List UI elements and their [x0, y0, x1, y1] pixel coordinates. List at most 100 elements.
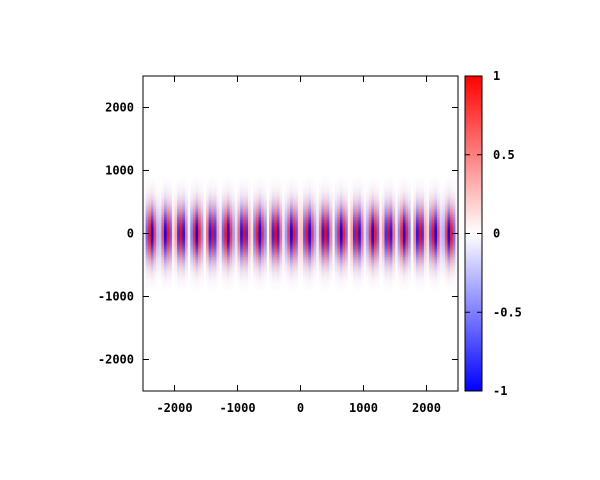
heatmap-cell [392, 239, 396, 243]
heatmap-cell [219, 206, 223, 209]
heatmap-cell [290, 189, 294, 192]
heatmap-cell [242, 206, 246, 209]
heatmap-cell [308, 185, 312, 188]
heatmap-cell [360, 214, 364, 218]
heatmap-cell [292, 191, 296, 194]
heatmap-cell [284, 275, 288, 278]
heatmap-cell [245, 283, 249, 287]
heatmap-cell [347, 223, 351, 226]
heatmap-cell [190, 273, 194, 276]
heatmap-cell [405, 258, 409, 262]
heatmap-cell [368, 262, 372, 266]
heatmap-cell [255, 208, 259, 211]
heatmap-cell [174, 250, 178, 253]
heatmap-cell [279, 254, 283, 257]
heatmap-cell [350, 191, 354, 194]
heatmap-cell [227, 199, 231, 203]
heatmap-cell [166, 265, 170, 268]
heatmap-cell [358, 279, 362, 283]
heatmap-cell [295, 206, 299, 209]
heatmap-cell [347, 218, 351, 222]
heatmap-cell [395, 244, 399, 247]
heatmap-cell [295, 235, 299, 239]
heatmap-cell [213, 260, 217, 264]
heatmap-cell [145, 204, 149, 207]
heatmap-cell [324, 277, 328, 281]
heatmap-cell [371, 208, 375, 211]
heatmap-cell [345, 252, 349, 255]
heatmap-cell [287, 225, 291, 228]
heatmap-cell [324, 229, 328, 232]
heatmap-cell [347, 220, 351, 224]
heatmap-cell [334, 227, 338, 230]
heatmap-cell [290, 197, 294, 201]
heatmap-cell [153, 197, 157, 201]
heatmap-cell [353, 229, 357, 232]
heatmap-cell [179, 239, 183, 243]
heatmap-cell [153, 189, 157, 192]
heatmap-cell [368, 185, 372, 188]
heatmap-cell [200, 269, 204, 272]
heatmap-cell [216, 275, 220, 278]
heatmap-cell [326, 250, 330, 253]
heatmap-cell [402, 176, 406, 180]
heatmap-cell [200, 210, 204, 213]
heatmap-cell [337, 250, 341, 253]
heatmap-cell [282, 212, 286, 215]
heatmap-cell [279, 235, 283, 239]
heatmap-cell [405, 277, 409, 281]
heatmap-cell [376, 199, 380, 203]
heatmap-cell [248, 269, 252, 272]
heatmap-cell [213, 223, 217, 226]
heatmap-cell [282, 210, 286, 213]
heatmap-cell [287, 220, 291, 224]
heatmap-cell [395, 246, 399, 249]
heatmap-cell [182, 229, 186, 232]
heatmap-cell [387, 176, 391, 180]
heatmap-cell [287, 210, 291, 213]
heatmap-cell [276, 237, 280, 241]
heatmap-cell [287, 235, 291, 239]
heatmap-cell [150, 252, 154, 255]
heatmap-cell [371, 216, 375, 220]
heatmap-cell [179, 206, 183, 209]
heatmap-cell [334, 246, 338, 249]
heatmap-cell [321, 202, 325, 205]
heatmap-cell [208, 225, 212, 228]
heatmap-cell [274, 235, 278, 239]
heatmap-cell [153, 271, 157, 274]
heatmap-cell [153, 269, 157, 272]
heatmap-cell [208, 288, 212, 291]
heatmap-cell [287, 260, 291, 264]
heatmap-cell [250, 256, 254, 260]
heatmap-cell [334, 183, 338, 186]
heatmap-cell [371, 183, 375, 186]
heatmap-cell [185, 225, 189, 228]
heatmap-cell [158, 250, 162, 253]
heatmap-cell [240, 223, 244, 226]
heatmap-cell [305, 250, 309, 253]
heatmap-cell [374, 218, 378, 222]
heatmap-cell [360, 220, 364, 224]
heatmap-cell [350, 273, 354, 276]
heatmap-cell [174, 191, 178, 194]
heatmap-cell [392, 216, 396, 220]
heatmap-cell [345, 237, 349, 241]
heatmap-cell [381, 187, 385, 190]
heatmap-cell [232, 260, 236, 264]
heatmap-cell [179, 241, 183, 245]
heatmap-cell [221, 229, 225, 232]
heatmap-cell [300, 185, 304, 188]
heatmap-cell [387, 279, 391, 283]
heatmap-cell [237, 191, 241, 194]
heatmap-cell [203, 229, 207, 232]
heatmap-cell [221, 189, 225, 192]
heatmap-cell [240, 256, 244, 260]
heatmap-cell [324, 260, 328, 264]
heatmap-cell [363, 260, 367, 264]
heatmap-cell [376, 248, 380, 251]
heatmap-cell [177, 277, 181, 281]
heatmap-cell [368, 275, 372, 278]
heatmap-cell [166, 279, 170, 283]
heatmap-cell [392, 248, 396, 251]
